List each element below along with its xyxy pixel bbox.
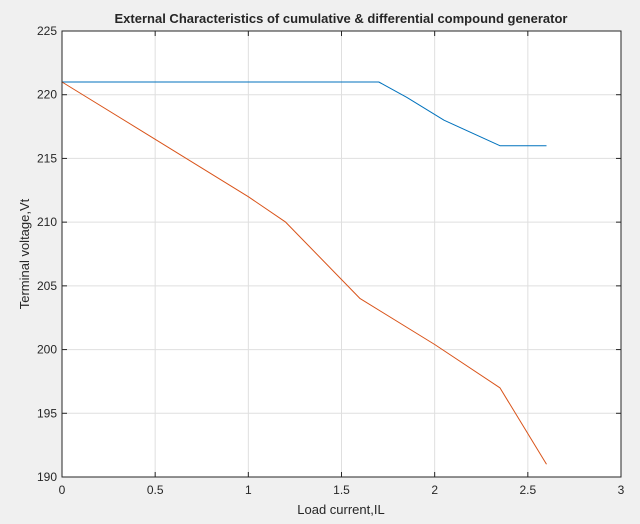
x-tick-label: 2.5: [519, 483, 536, 497]
series-layer: [61, 81, 547, 465]
x-tick-label: 1: [245, 483, 252, 497]
series-line-1: [62, 81, 547, 147]
x-tick-label: 0: [59, 483, 66, 497]
y-tick-label: 195: [37, 406, 57, 420]
y-tick-label: 210: [37, 215, 57, 229]
series-line-2: [61, 81, 547, 465]
y-tick-label: 190: [37, 470, 57, 484]
ticks: 0 0.5 1 1.5 2 2.5 3 190 195 200 205 210 215 220 225: [37, 24, 625, 497]
y-axis-label: Terminal voltage,Vt: [17, 198, 32, 309]
y-tick-label: 200: [37, 343, 57, 357]
x-tick-label: 1.5: [333, 483, 350, 497]
x-tick-label: 3: [618, 483, 625, 497]
x-tick-label: 2: [431, 483, 438, 497]
x-tick-label: 0.5: [147, 483, 164, 497]
y-tick-label: 225: [37, 24, 57, 38]
chart-title: External Characteristics of cumulative &…: [115, 11, 568, 26]
y-tick-label: 220: [37, 88, 57, 102]
y-tick-label: 205: [37, 279, 57, 293]
x-axis-label: Load current,IL: [297, 502, 384, 517]
y-tick-label: 215: [37, 151, 57, 165]
